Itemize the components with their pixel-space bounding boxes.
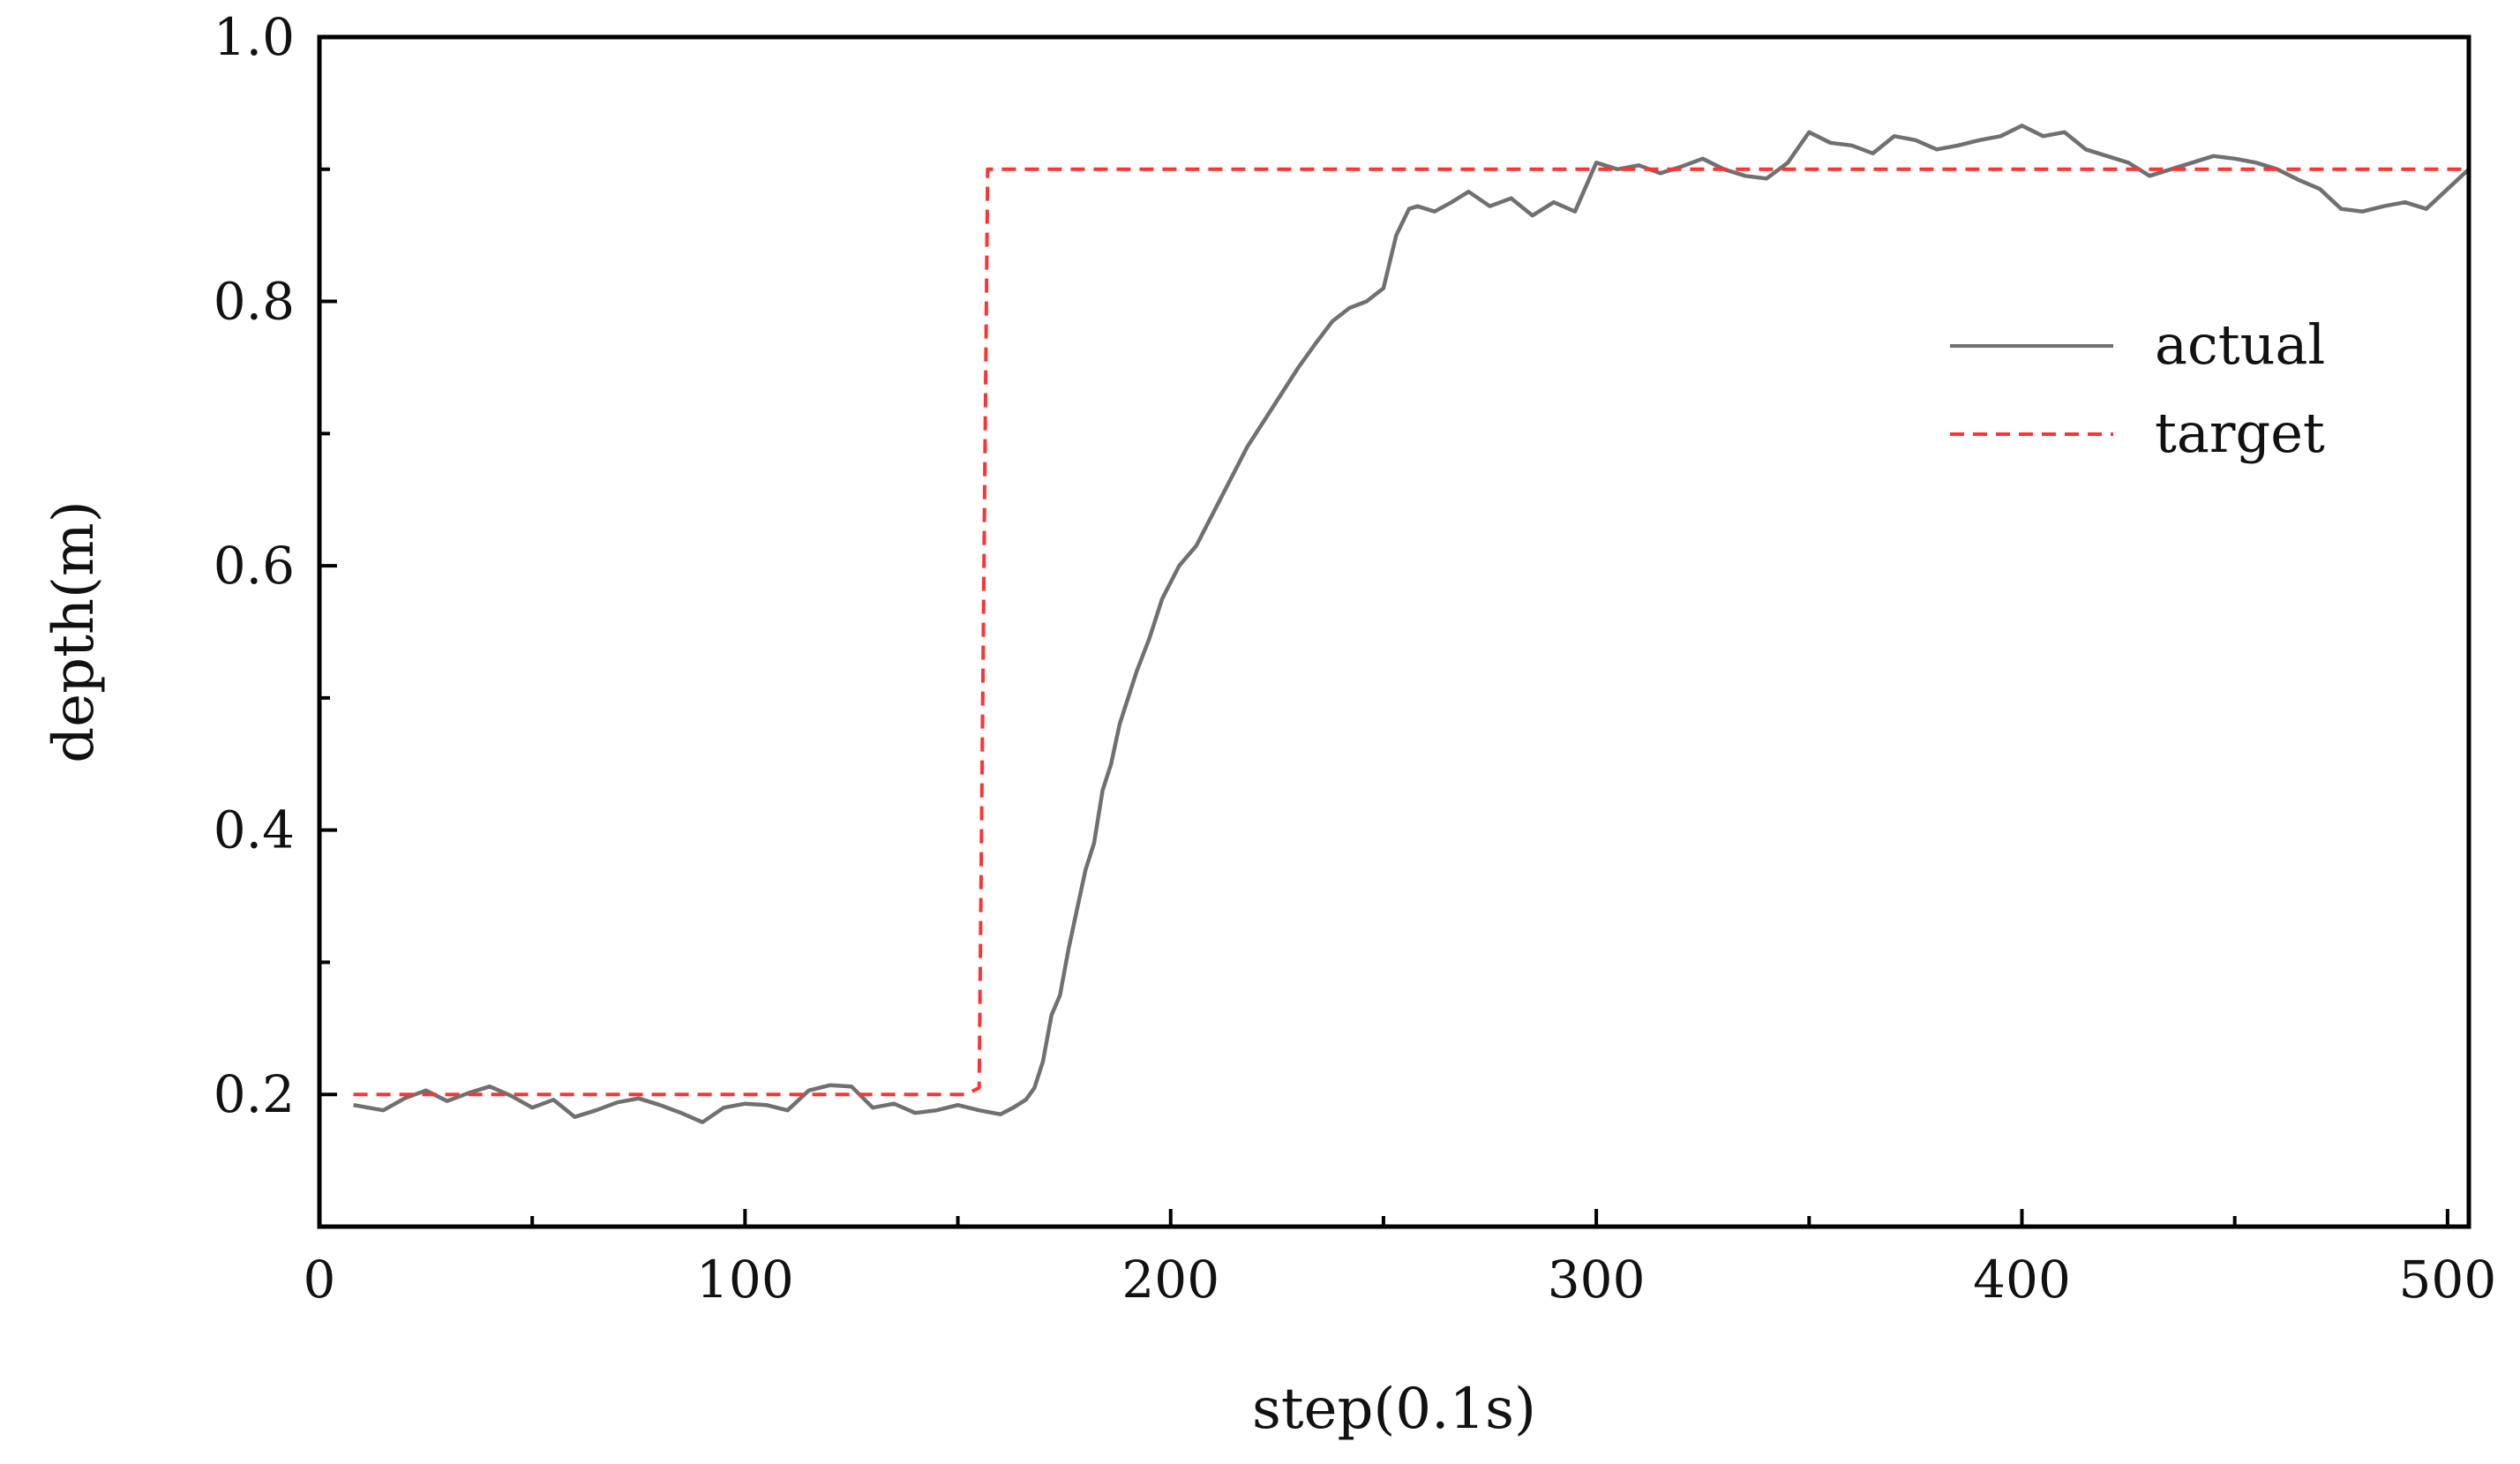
plot-frame [317,34,2471,1229]
y-tick-label: 1.0 [214,7,295,67]
y-tick-label: 0.8 [214,272,295,332]
legend-label-target: target [2155,401,2325,465]
y-tick-label: 0.6 [214,536,295,596]
y-axis-title: depth(m) [41,500,107,762]
plot-lines [353,124,2471,1124]
y-tick-label: 0.4 [214,800,295,860]
x-tick-label: 0 [304,1250,336,1310]
series-line-actual [353,124,2471,1124]
legend: actual target [1950,312,2325,465]
series-line-target [353,167,2469,1097]
axis-tick-labels: 0 100 200 300 400 500 0.2 0.4 0.6 0.8 1.0 [214,7,2496,1310]
x-axis-title: step(0.1s) [1252,1377,1536,1442]
x-tick-label: 200 [1121,1250,1219,1310]
y-tick-label: 0.2 [214,1064,295,1124]
axis-ticks [318,35,2449,1227]
x-tick-label: 100 [696,1250,794,1310]
x-tick-label: 400 [1973,1250,2071,1310]
legend-label-actual: actual [2155,312,2325,377]
x-tick-label: 500 [2399,1250,2497,1310]
x-tick-label: 300 [1548,1250,1646,1310]
